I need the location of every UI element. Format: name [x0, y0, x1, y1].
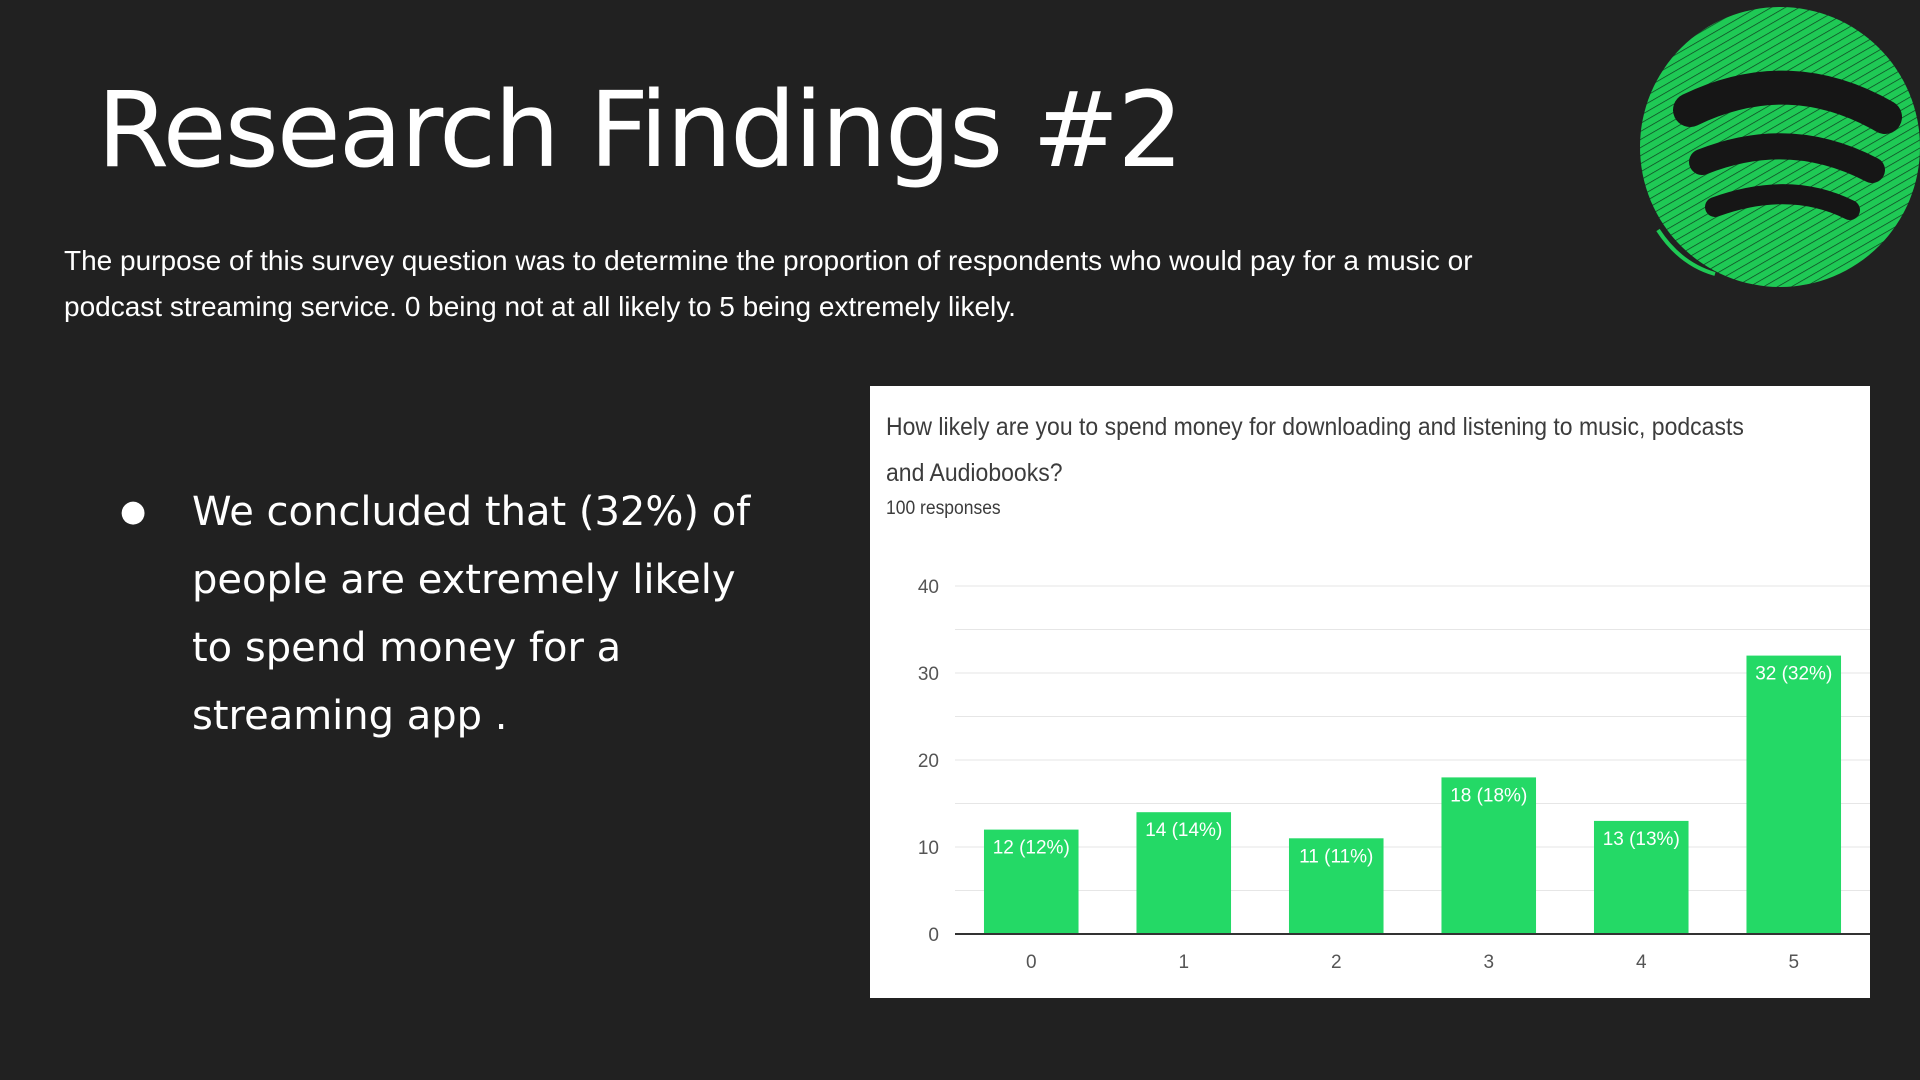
x-tick-label: 0 — [1026, 952, 1037, 973]
bar-data-label: 14 (14%) — [1145, 820, 1222, 841]
x-tick-label: 3 — [1483, 952, 1494, 973]
bar-data-label: 32 (32%) — [1755, 664, 1832, 685]
bar-data-label: 18 (18%) — [1450, 785, 1527, 806]
bar — [1136, 812, 1232, 934]
y-tick-label: 10 — [918, 838, 939, 859]
bullet-item: ● We concluded that (32%) of people are … — [120, 478, 780, 750]
y-tick-label: 30 — [918, 664, 939, 685]
spotify-logo-icon — [1640, 2, 1920, 292]
bar-data-label: 11 (11%) — [1299, 846, 1373, 867]
bar — [1593, 820, 1689, 934]
y-tick-label: 40 — [918, 577, 939, 598]
intro-paragraph: The purpose of this survey question was … — [64, 245, 1473, 322]
y-tick-label: 0 — [928, 925, 939, 946]
bullet-text: We concluded that (32%) of people are ex… — [192, 489, 751, 739]
bullet-dot-icon: ● — [120, 494, 147, 529]
x-tick-label: 5 — [1788, 952, 1799, 973]
bar-chart: 0 10 20 30 40 12 (12%) 0 14 (14%) 1 11 (11%) 2 18 (… — [918, 577, 1870, 973]
x-tick-label: 4 — [1636, 952, 1647, 973]
x-tick-label: 1 — [1178, 952, 1189, 973]
bar — [1288, 838, 1384, 934]
chart-response-count: 100 responses — [886, 498, 1001, 519]
bar-data-label: 12 (12%) — [993, 838, 1070, 859]
bar — [1441, 777, 1537, 934]
y-tick-label: 20 — [918, 751, 939, 772]
bullet-list: ● We concluded that (32%) of people are … — [120, 478, 780, 750]
chart-title: How likely are you to spend money for do… — [886, 413, 1744, 487]
bar-data-label: 13 (13%) — [1603, 829, 1680, 850]
bar — [1746, 655, 1842, 934]
slide-title: Research Findings #2 — [97, 69, 1184, 191]
x-tick-label: 2 — [1331, 952, 1342, 973]
bar — [983, 829, 1079, 934]
survey-chart-card: How likely are you to spend money for do… — [870, 386, 1870, 998]
